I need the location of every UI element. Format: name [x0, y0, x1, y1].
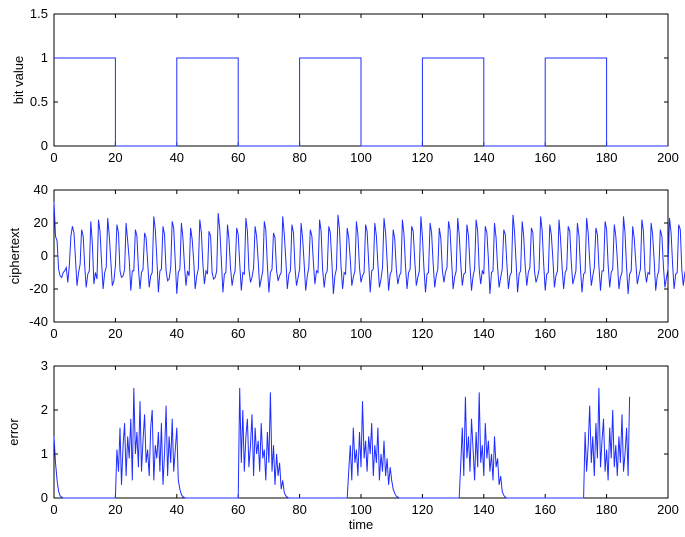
ciphertext-ylabel: ciphertext — [7, 227, 22, 284]
x-tick-label: 200 — [657, 502, 679, 517]
x-tick-label: 200 — [657, 150, 679, 165]
series-line — [53, 387, 631, 499]
y-tick-label: -40 — [29, 314, 48, 329]
x-tick-label: 120 — [412, 502, 434, 517]
y-tick-label: 3 — [41, 358, 48, 373]
y-tick-label: 20 — [34, 215, 48, 230]
x-tick-label: 200 — [657, 326, 679, 341]
x-tick-label: 100 — [350, 326, 372, 341]
y-tick-label: 1 — [41, 446, 48, 461]
x-tick-label: 20 — [108, 326, 122, 341]
y-tick-label: 40 — [34, 182, 48, 197]
x-tick-label: 180 — [596, 326, 618, 341]
x-tick-label: 120 — [412, 326, 434, 341]
x-tick-label: 180 — [596, 502, 618, 517]
x-tick-label: 0 — [50, 326, 57, 341]
series-line — [54, 57, 668, 147]
x-tick-label: 80 — [292, 502, 306, 517]
y-tick-label: 0 — [41, 138, 48, 153]
y-tick-label: 0 — [41, 248, 48, 263]
x-tick-label: 120 — [412, 150, 434, 165]
y-tick-label: 0.5 — [30, 94, 48, 109]
x-tick-label: 160 — [534, 150, 556, 165]
x-tick-label: 80 — [292, 326, 306, 341]
x-tick-label: 0 — [50, 150, 57, 165]
x-tick-label: 40 — [170, 150, 184, 165]
bit-value-ylabel: bit value — [11, 56, 26, 104]
x-tick-label: 180 — [596, 150, 618, 165]
x-tick-label: 80 — [292, 150, 306, 165]
x-tick-label: 20 — [108, 502, 122, 517]
x-tick-label: 40 — [170, 502, 184, 517]
y-tick-label: 1 — [41, 50, 48, 65]
x-tick-label: 60 — [231, 502, 245, 517]
bit-value-plot: bit value 0 20 40 60 80 100 120 140 160 180 200 0 0.… — [11, 6, 679, 165]
time-xlabel: time — [349, 517, 374, 532]
x-tick-label: 140 — [473, 502, 495, 517]
x-tick-label: 0 — [50, 502, 57, 517]
y-tick-label: 2 — [41, 402, 48, 417]
x-tick-label: 60 — [231, 150, 245, 165]
error-axes — [53, 365, 669, 499]
x-tick-label: 140 — [473, 326, 495, 341]
y-tick-label: 0 — [41, 490, 48, 505]
y-tick-label: -20 — [29, 281, 48, 296]
series-line — [53, 201, 685, 294]
error-ylabel: error — [6, 418, 21, 446]
ciphertext-plot: ciphertext 0 20 40 60 80 100 120 140 160 180 200-4… — [7, 182, 685, 341]
y-tick-label: 1.5 — [30, 6, 48, 21]
x-tick-label: 20 — [108, 150, 122, 165]
x-tick-label: 40 — [170, 326, 184, 341]
error-plot: error time 0 20 40 60 80 100 120 140 160 180 200 0 1… — [6, 358, 679, 532]
x-tick-label: 100 — [350, 150, 372, 165]
x-tick-label: 60 — [231, 326, 245, 341]
x-tick-label: 160 — [534, 326, 556, 341]
x-tick-label: 100 — [350, 502, 372, 517]
x-tick-label: 160 — [534, 502, 556, 517]
x-tick-label: 140 — [473, 150, 495, 165]
